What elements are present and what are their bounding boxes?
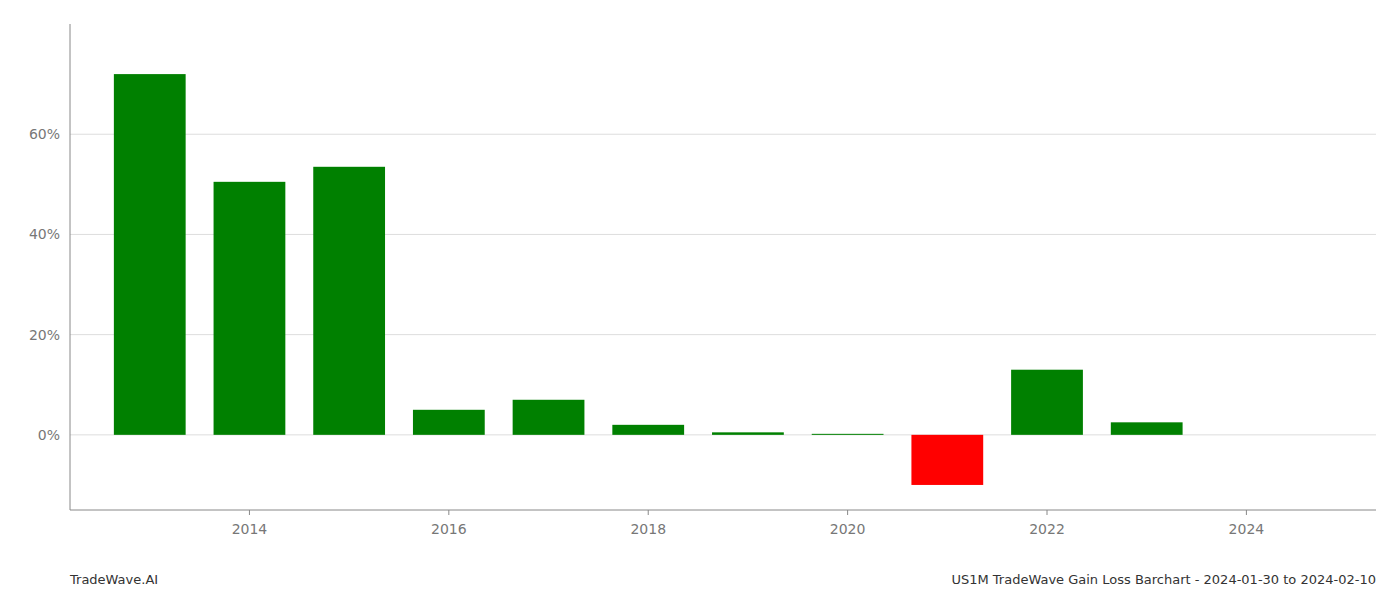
footer-text: TradeWave.AI — [69, 572, 158, 587]
bar — [612, 425, 684, 435]
x-tick-label: 2024 — [1229, 521, 1265, 537]
y-tick-label: 20% — [29, 327, 60, 343]
x-tick-label: 2018 — [630, 521, 666, 537]
bars — [114, 74, 1183, 485]
bar — [413, 410, 485, 435]
y-tick-label: 40% — [29, 226, 60, 242]
x-tick — [249, 510, 250, 515]
bar — [513, 400, 585, 435]
footer-text: US1M TradeWave Gain Loss Barchart - 2024… — [951, 572, 1376, 587]
y-axis-line — [70, 24, 71, 510]
x-axis-line — [70, 510, 1376, 511]
x-tick — [1246, 510, 1247, 515]
x-tick-label: 2016 — [431, 521, 467, 537]
grid — [70, 134, 1376, 435]
x-tick — [448, 510, 449, 515]
bar — [1111, 422, 1183, 435]
bar — [313, 167, 385, 435]
x-tick — [847, 510, 848, 515]
bar — [214, 182, 286, 435]
bar — [1011, 370, 1083, 435]
x-tick — [648, 510, 649, 515]
bar — [114, 74, 186, 435]
y-tick-label: 0% — [38, 427, 60, 443]
x-tick-label: 2020 — [830, 521, 866, 537]
chart: 0% 20% 40% 60% 2014 2016 2018 2020 2022 2024 Trade… — [0, 0, 1400, 600]
x-tick-label: 2014 — [232, 521, 268, 537]
bar — [812, 434, 884, 435]
grid-line — [70, 134, 1376, 135]
x-tick — [1047, 510, 1048, 515]
bar — [712, 432, 784, 435]
bar — [911, 435, 983, 485]
x-tick-label: 2022 — [1029, 521, 1065, 537]
chart-container: 0% 20% 40% 60% 2014 2016 2018 2020 2022 2024 Trade… — [0, 0, 1400, 600]
y-tick-label: 60% — [29, 126, 60, 142]
